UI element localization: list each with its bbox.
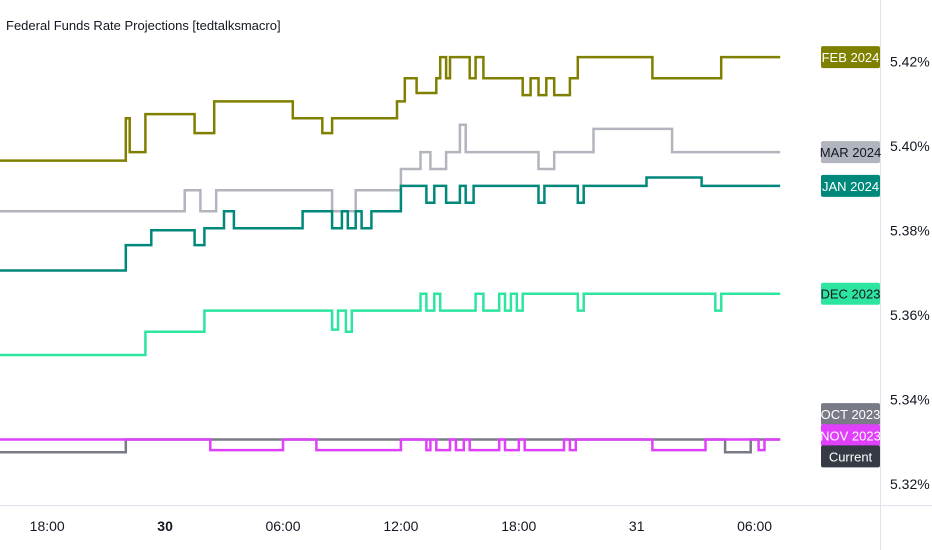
price-label-box (821, 174, 880, 197)
x-tick-label: 06:00 (737, 518, 772, 534)
price-label-text: MAR 2024 (820, 145, 881, 160)
price-label-text: DEC 2023 (821, 287, 881, 302)
series-layer (0, 55, 781, 454)
y-tick-label: 5.32% (890, 476, 930, 492)
price-label-box (821, 141, 880, 164)
x-tick-label: 06:00 (265, 518, 300, 534)
y-tick-label: 5.36% (890, 307, 930, 323)
price-label-box (821, 46, 880, 69)
price-label-oct-2023: OCT 2023 (821, 403, 881, 426)
y-ticks-layer: 5.42% 5.40% 5.38% 5.36% 5.34% 5.32% (890, 53, 930, 492)
chart-title: Federal Funds Rate Projections [tedtalks… (6, 18, 281, 33)
y-tick-label: 5.42% (890, 53, 930, 69)
x-tick-label: 31 (629, 518, 645, 534)
series-line-mar-2024 (0, 123, 781, 213)
price-label-box (821, 282, 880, 305)
price-label-box (821, 445, 880, 468)
x-ticks-layer: 18:00 30 06:00 12:00 18:00 31 06:00 (30, 518, 773, 534)
price-label-text: OCT 2023 (821, 407, 881, 422)
price-label-text: JAN 2024 (822, 179, 879, 194)
price-label-jan-2024: JAN 2024 (821, 174, 880, 197)
x-tick-label: 12:00 (383, 518, 418, 534)
x-tick-label: 30 (157, 518, 173, 534)
series-line-oct-2023 (0, 438, 781, 454)
y-tick-label: 5.38% (890, 222, 930, 238)
price-label-text: Current (829, 449, 873, 464)
price-label-dec-2023: DEC 2023 (821, 282, 881, 305)
y-tick-label: 5.34% (890, 391, 930, 407)
price-label-current: Current (821, 445, 880, 468)
price-label-box (821, 403, 880, 426)
price-label-nov-2023: NOV 2023 (820, 424, 881, 447)
price-label-mar-2024: MAR 2024 (820, 141, 881, 164)
x-tick-label: 18:00 (501, 518, 536, 534)
price-label-box (821, 424, 880, 447)
series-line-nov-2023 (0, 438, 781, 452)
series-line-dec-2023 (0, 292, 781, 357)
price-label-layer: FEB 2024 MAR 2024 JAN 2024 DEC 2023 OCT 2023… (820, 46, 881, 468)
y-tick-label: 5.40% (890, 138, 930, 154)
series-line-jan-2024 (0, 176, 781, 272)
x-tick-label: 18:00 (30, 518, 65, 534)
price-label-text: NOV 2023 (820, 428, 881, 443)
series-line-feb-2024 (0, 55, 781, 162)
price-label-text: FEB 2024 (822, 50, 880, 65)
price-label-feb-2024: FEB 2024 (821, 46, 880, 69)
